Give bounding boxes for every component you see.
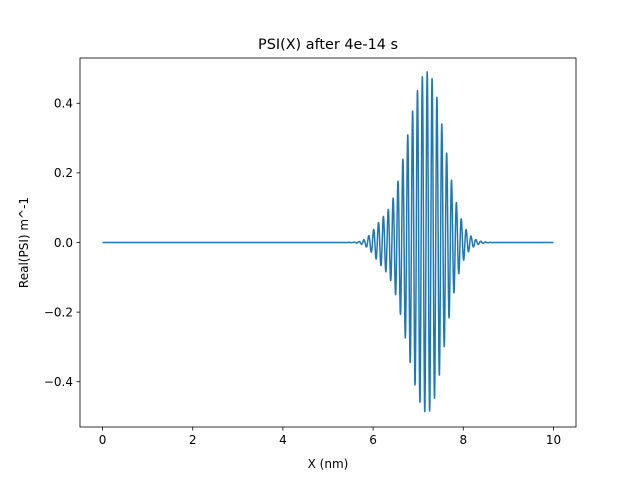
- y-tick-label: 0.0: [54, 236, 73, 250]
- y-axis-ticks: −0.4 −0.2 0.0 0.2 0.4: [44, 97, 80, 389]
- x-tick-label: 2: [189, 433, 197, 447]
- x-tick-label: 0: [99, 433, 107, 447]
- y-tick-label: −0.4: [44, 375, 73, 389]
- y-tick-label: 0.4: [54, 97, 73, 111]
- y-tick-label: 0.2: [54, 166, 73, 180]
- x-axis-ticks: 0 2 4 6 8 10: [99, 427, 561, 447]
- plot-area: [101, 71, 555, 413]
- y-tick-label: −0.2: [44, 305, 73, 319]
- x-tick-label: 10: [546, 433, 561, 447]
- x-tick-label: 8: [459, 433, 467, 447]
- x-axis-label: X (nm): [308, 457, 349, 471]
- x-tick-label: 6: [369, 433, 377, 447]
- x-tick-label: 4: [279, 433, 287, 447]
- chart-title: PSI(X) after 4e-14 s: [258, 37, 398, 53]
- plot-frame: [79, 57, 577, 428]
- y-axis-label: Real(PSI) m^-1: [17, 197, 31, 288]
- series-line-psi: [101, 71, 555, 413]
